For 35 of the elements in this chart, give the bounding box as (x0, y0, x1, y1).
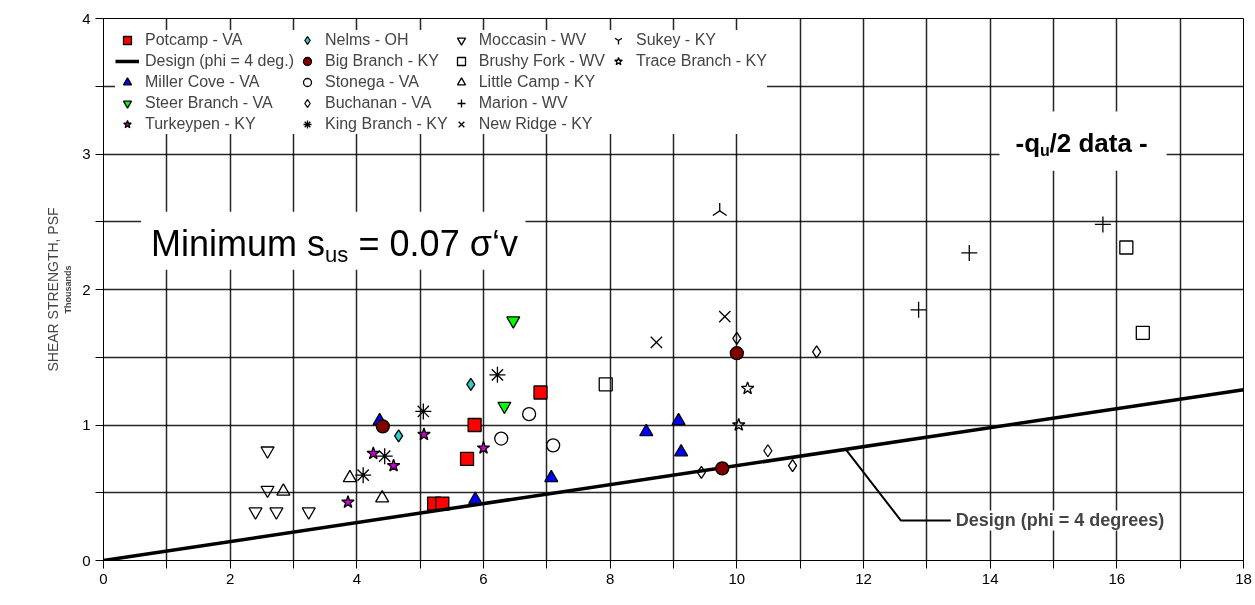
text: Thousands (63, 265, 74, 314)
x-tick-label: 6 (479, 569, 488, 587)
legend-label: Potcamp - VA (145, 30, 243, 50)
y-tick-label: 2 (82, 280, 91, 298)
legend-label: Moccasin - WV (478, 30, 587, 50)
legend-label: Little Camp - KY (478, 72, 596, 92)
x-tick-label: 2 (226, 569, 235, 587)
x-tick-label: 18 (1235, 569, 1252, 587)
legend-label: Sukey - KY (635, 30, 716, 50)
y-tick-label: 1 (82, 416, 91, 433)
legend-label: Design (phi = 4 deg.) (145, 51, 294, 71)
x-tick-label: 10 (728, 569, 746, 587)
legend-label: Big Branch - KY (324, 51, 439, 71)
x-tick-label: 14 (981, 569, 999, 587)
legend-label: Nelms - OH (324, 30, 409, 50)
y-tick-label: 3 (82, 145, 91, 162)
y-tick-label: 4 (82, 9, 91, 27)
y-tick-label: 0 (82, 551, 91, 569)
x-tick-label: 0 (99, 569, 108, 587)
legend-label: New Ridge - KY (478, 114, 593, 134)
y-axis-title: SHEAR STRENGTH, PSF (44, 207, 61, 372)
legend-label: Miller Cove - VA (145, 72, 260, 92)
legend-label: Turkeypen - KY (145, 114, 256, 134)
x-tick-label: 8 (606, 569, 615, 587)
legend-label: Steer Branch - VA (145, 93, 273, 113)
legend-label: Brushy Fork - WV (478, 51, 605, 71)
legend-label: King Branch - KY (324, 114, 448, 134)
x-tick-label: 4 (352, 569, 362, 587)
annotation: Design (phi = 4 degrees) (955, 510, 1165, 531)
legend-label: Stonega - VA (324, 72, 419, 92)
legend-label: Buchanan - VA (324, 93, 432, 113)
legend-label: Trace Branch - KY (635, 51, 767, 71)
x-tick-label: 12 (855, 569, 872, 587)
legend-label: Marion - WV (478, 93, 568, 113)
x-tick-label: 16 (1108, 569, 1126, 587)
